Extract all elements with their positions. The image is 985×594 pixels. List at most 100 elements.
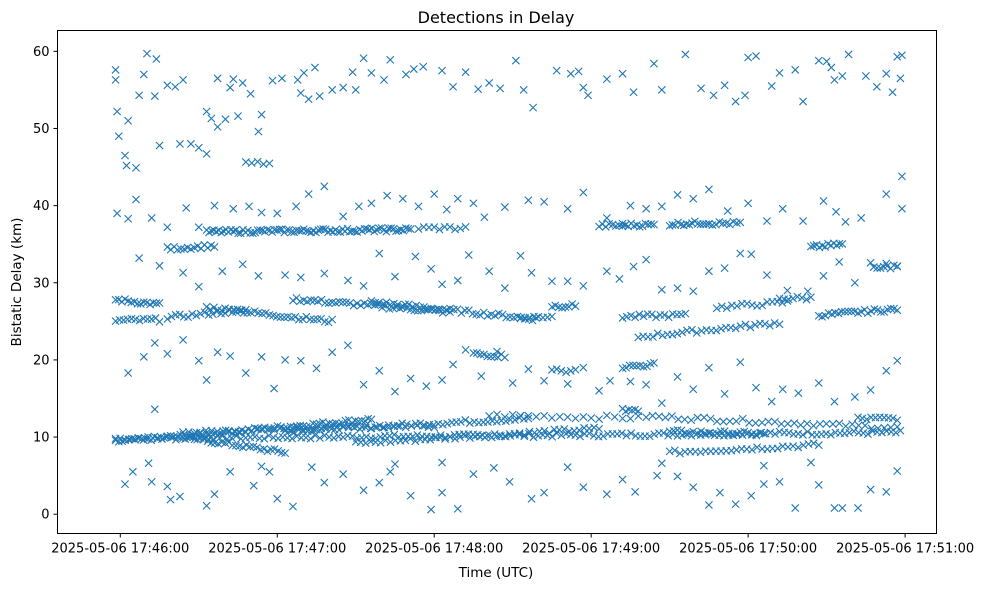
data-point — [585, 424, 594, 433]
data-point — [500, 412, 509, 421]
data-point — [176, 245, 185, 254]
y-tick-label: 10 — [33, 431, 50, 446]
data-point — [716, 427, 725, 436]
data-point — [306, 296, 315, 305]
data-point — [552, 365, 561, 374]
data-point — [281, 271, 290, 280]
data-point — [122, 161, 131, 170]
data-point — [704, 267, 713, 276]
data-point — [179, 268, 188, 277]
data-point — [453, 194, 462, 203]
data-point — [212, 227, 221, 236]
y-tick-label: 30 — [33, 276, 50, 291]
data-point — [893, 262, 902, 271]
x-tick-label: 2025-05-06 17:50:00 — [679, 542, 817, 557]
data-point — [579, 483, 588, 492]
data-point — [566, 366, 575, 375]
data-point — [306, 315, 315, 324]
data-point — [291, 312, 300, 321]
data-point — [469, 348, 478, 357]
data-point — [626, 201, 635, 210]
data-point — [547, 414, 556, 423]
data-point — [438, 280, 447, 289]
data-point — [896, 74, 905, 83]
data-point — [563, 413, 572, 422]
data-point — [653, 471, 662, 480]
data-point — [124, 369, 133, 378]
data-point — [647, 310, 656, 319]
data-point — [797, 293, 806, 302]
y-axis: 0 10 20 30 40 50 60 — [33, 45, 58, 523]
data-point — [461, 68, 470, 77]
data-point — [747, 445, 756, 454]
data-point — [888, 88, 897, 97]
data-point — [775, 68, 784, 77]
data-point — [496, 84, 505, 93]
data-point — [736, 322, 745, 331]
data-point — [718, 219, 727, 228]
data-point — [299, 68, 308, 77]
data-point — [485, 267, 494, 276]
data-point — [516, 411, 525, 420]
data-point — [304, 190, 313, 199]
data-point — [696, 448, 705, 457]
data-point — [574, 67, 583, 76]
data-point — [893, 52, 902, 61]
data-point — [194, 223, 203, 232]
data-point — [430, 190, 439, 199]
data-point — [687, 416, 696, 425]
data-point — [873, 264, 882, 272]
data-point — [254, 271, 263, 280]
data-point — [498, 310, 507, 319]
data-point — [341, 416, 350, 425]
data-point — [655, 412, 663, 421]
data-point — [153, 433, 162, 442]
data-point — [210, 242, 219, 251]
data-point — [527, 268, 536, 277]
data-point — [722, 304, 731, 313]
data-point — [353, 299, 362, 308]
data-point — [171, 82, 180, 91]
data-point — [665, 447, 674, 456]
data-point — [854, 421, 863, 430]
data-point — [639, 312, 648, 321]
data-point — [390, 272, 399, 281]
data-point — [789, 294, 797, 303]
data-point — [835, 239, 844, 248]
data-point — [624, 405, 633, 414]
data-point — [446, 432, 455, 441]
data-point — [752, 383, 760, 392]
data-point — [239, 309, 248, 317]
data-point — [649, 59, 658, 68]
data-point — [401, 70, 410, 79]
x-tick-label: 2025-05-06 17:47:00 — [208, 542, 346, 557]
data-point — [575, 426, 584, 435]
data-point — [642, 380, 651, 389]
data-point — [390, 460, 399, 469]
y-axis-label: Bistatic Delay (km) — [9, 218, 25, 347]
data-point — [111, 65, 120, 74]
data-point — [135, 316, 144, 325]
data-point — [150, 92, 159, 101]
data-point — [277, 74, 286, 83]
data-point — [560, 425, 569, 434]
data-point — [673, 372, 682, 381]
data-point — [777, 419, 786, 428]
data-point — [367, 68, 376, 77]
data-point — [461, 416, 470, 425]
data-point — [343, 276, 352, 285]
data-point — [371, 423, 380, 432]
data-point — [678, 328, 687, 337]
data-point — [822, 419, 831, 428]
data-point — [741, 320, 750, 329]
data-point — [397, 302, 406, 311]
data-point — [217, 228, 226, 237]
data-point — [114, 437, 123, 446]
data-point — [685, 429, 694, 438]
data-point — [354, 417, 363, 426]
data-point — [378, 300, 387, 309]
data-point — [736, 249, 745, 258]
data-point — [552, 66, 561, 75]
data-point — [515, 429, 524, 438]
